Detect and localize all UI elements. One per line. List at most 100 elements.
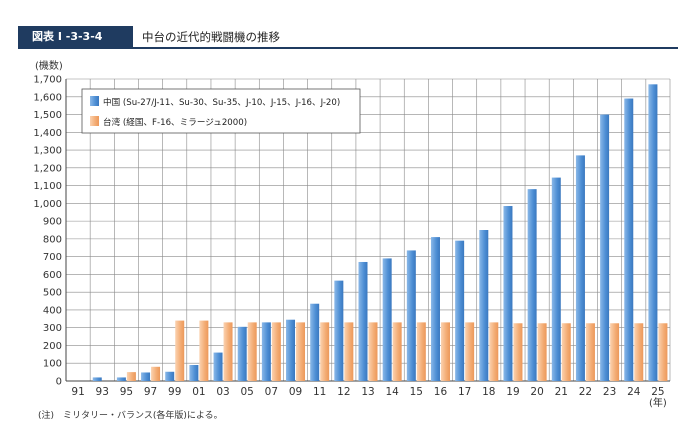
bar-taiwan [247, 322, 257, 381]
y-tick-label: 600 [43, 270, 62, 281]
x-tick-label: 17 [458, 386, 471, 398]
legend-label: 中国 (Su-27/J-11、Su-30、Su-35、J-10、J-15、J-1… [103, 96, 340, 108]
bar-china [310, 303, 320, 381]
x-tick-label: 13 [361, 386, 374, 398]
x-tick-label: 99 [168, 386, 181, 398]
y-tick-label: 800 [43, 234, 62, 245]
legend-label: 台湾 (経国、F-16、ミラージュ2000) [103, 116, 247, 128]
bar-china [382, 258, 392, 381]
x-tick-label: 03 [216, 386, 229, 398]
bar-china [116, 377, 126, 381]
bar-taiwan [416, 322, 426, 381]
x-tick-label: 11 [313, 386, 326, 398]
y-tick-label: 0 [56, 377, 62, 388]
legend-box [81, 88, 361, 134]
bar-china [551, 177, 561, 381]
y-tick-label: 700 [43, 252, 62, 263]
x-tick-label: 20 [530, 386, 543, 398]
bar-china [165, 371, 175, 381]
x-tick-label: 01 [192, 386, 205, 398]
x-tick-label: 91 [71, 386, 84, 398]
bar-china [575, 155, 585, 381]
bar-taiwan [610, 323, 620, 381]
bar-taiwan [223, 322, 233, 381]
y-tick-label: 100 [43, 359, 62, 370]
bar-layer [92, 84, 668, 382]
bar-china [213, 352, 223, 381]
y-tick-label: 300 [43, 323, 62, 334]
x-tick-label: 23 [603, 386, 616, 398]
y-tick-label: 1,500 [33, 110, 62, 121]
y-axis-label: (機数) [35, 59, 63, 72]
bar-china [261, 322, 271, 381]
bar-taiwan [344, 322, 354, 381]
y-tick-label: 1,000 [33, 199, 62, 210]
bar-taiwan [513, 323, 523, 381]
bar-taiwan [634, 323, 644, 381]
bar-china [479, 230, 489, 381]
x-tick-label: 22 [579, 386, 592, 398]
header-rule [18, 47, 678, 49]
x-tick-label: 12 [337, 386, 350, 398]
legend-swatch-taiwan [90, 116, 99, 126]
bar-china [624, 98, 634, 382]
bar-china [527, 189, 537, 381]
bar-china [92, 377, 102, 381]
y-tick-label: 1,300 [33, 146, 62, 157]
bar-china [406, 250, 416, 381]
bar-taiwan [465, 322, 475, 381]
bar-taiwan [489, 322, 499, 381]
y-tick-label: 1,200 [33, 163, 62, 174]
x-tick-label: 97 [144, 386, 157, 398]
y-tick-label: 1,100 [33, 181, 62, 192]
bar-taiwan [271, 322, 281, 381]
bar-taiwan [392, 322, 402, 381]
bar-china [334, 280, 344, 381]
x-axis-label: (年) [649, 396, 667, 409]
bar-taiwan [151, 366, 161, 381]
x-tick-label: 07 [265, 386, 278, 398]
bar-taiwan [296, 322, 306, 381]
bar-taiwan [199, 320, 209, 381]
x-tick-label: 15 [410, 386, 423, 398]
bar-taiwan [175, 320, 185, 381]
x-tick-label: 16 [434, 386, 448, 398]
bar-taiwan [368, 322, 378, 381]
label-layer: 0 100 200 300 400 500 600 700 800 900 1,000 1,100 1,… [33, 59, 667, 409]
bar-taiwan [126, 372, 136, 381]
x-tick-label: 05 [241, 386, 254, 398]
bar-taiwan [440, 322, 450, 381]
y-tick-label: 400 [43, 305, 62, 316]
source-note: (注) ミリタリー・バランス(各年版)による。 [38, 411, 223, 421]
bar-china [600, 114, 610, 381]
x-tick-label: 19 [506, 386, 519, 398]
grid-layer [65, 78, 671, 382]
bar-china [189, 365, 199, 381]
y-tick-label: 500 [43, 288, 62, 299]
x-tick-label: 14 [385, 386, 399, 398]
bar-taiwan [658, 323, 668, 381]
x-tick-label: 18 [482, 386, 495, 398]
bar-china [358, 261, 368, 381]
y-tick-label: 200 [43, 341, 62, 352]
x-tick-label: 93 [96, 386, 109, 398]
bar-china [648, 84, 658, 382]
y-tick-label: 1,400 [33, 128, 62, 139]
x-tick-label: 24 [627, 386, 641, 398]
x-tick-label: 21 [555, 386, 568, 398]
bar-taiwan [320, 322, 330, 381]
bar-china [430, 237, 440, 381]
figure-header: 図表 I -3-3-4 中台の近代的戦闘機の推移 [0, 26, 700, 49]
bar-china [141, 372, 151, 381]
bar-taiwan [561, 323, 571, 381]
x-tick-label: 25 [651, 386, 664, 398]
bar-china [286, 319, 296, 381]
legend-swatch-china [90, 96, 99, 106]
y-tick-label: 1,600 [33, 92, 62, 103]
bar-taiwan [537, 323, 547, 381]
bar-china [455, 240, 465, 381]
figure-title: 中台の近代的戦闘機の推移 [142, 30, 280, 44]
bar-china [503, 206, 513, 381]
x-tick-label: 09 [289, 386, 302, 398]
